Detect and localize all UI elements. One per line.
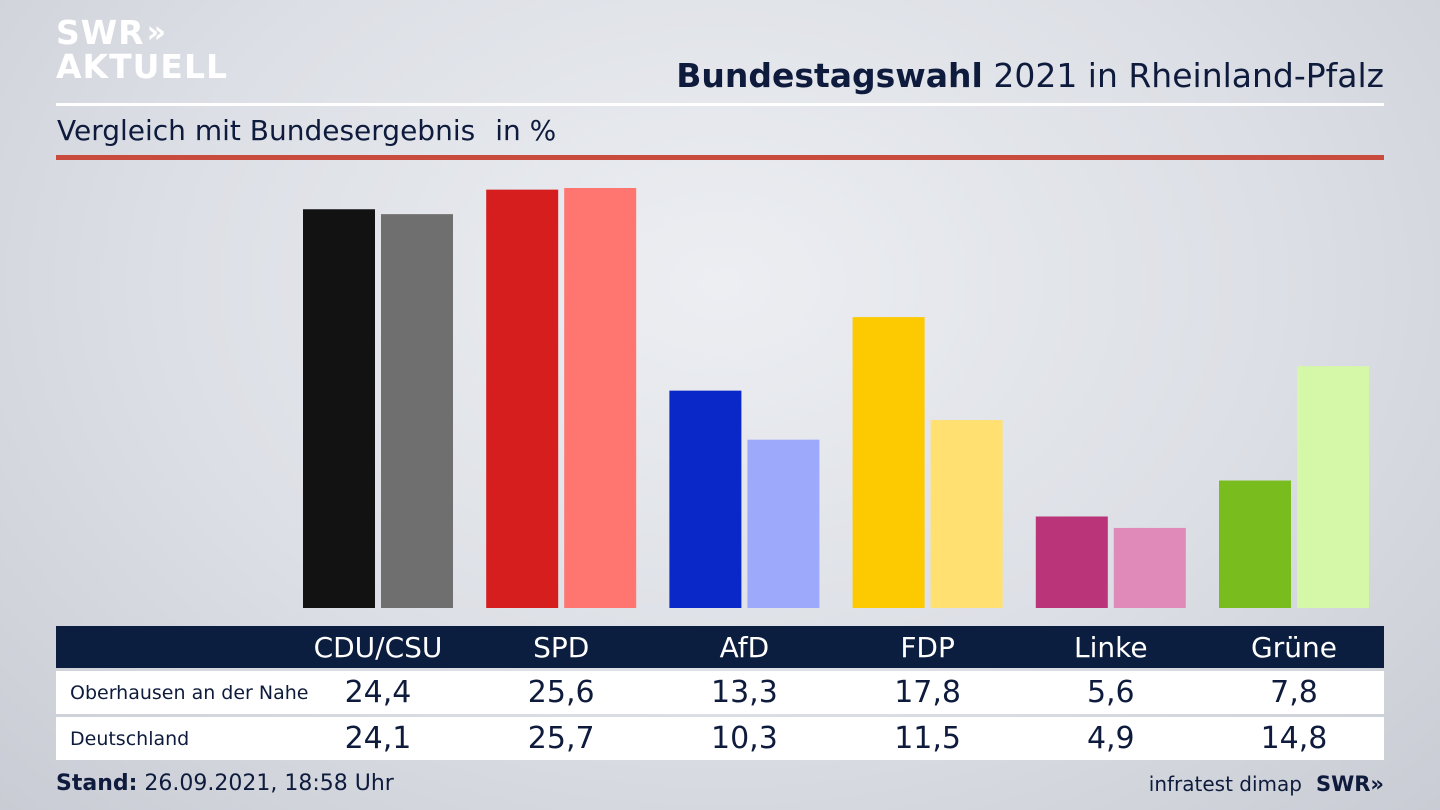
bar-linke-oberhausen xyxy=(1035,516,1108,608)
accent-divider xyxy=(56,155,1384,160)
value-afd: 10,3 xyxy=(710,721,778,756)
value-linke: 4,9 xyxy=(1086,721,1135,756)
value-cdu-csu: 24,4 xyxy=(344,675,412,710)
party-label-cdu-csu: CDU/CSU xyxy=(313,630,443,664)
party-label-gruene: Grüne xyxy=(1251,630,1337,664)
unit-label: in % xyxy=(495,114,557,147)
bar-spd-deutschland xyxy=(564,188,637,608)
party-label-fdp: FDP xyxy=(900,630,955,664)
row-label: Deutschland xyxy=(70,727,190,750)
source-label: infratest dimap xyxy=(1148,772,1302,796)
value-spd: 25,6 xyxy=(527,675,595,710)
bar-afd-deutschland xyxy=(747,439,820,608)
value-afd: 13,3 xyxy=(710,675,778,710)
chart-subtitle: Vergleich mit Bundesergebnis in % xyxy=(57,114,556,147)
bar-linke-deutschland xyxy=(1113,527,1186,608)
bar-gruene-oberhausen xyxy=(1219,480,1291,608)
source-credit: infratest dimap SWR» xyxy=(1149,772,1384,796)
bar-fdp-deutschland xyxy=(930,420,1003,608)
bar-gruene-deutschland xyxy=(1297,366,1369,608)
table-row: Oberhausen an der Nahe 24,4 25,6 13,3 17,8 5… xyxy=(56,671,1384,714)
swr-aktuell-logo: SWR» AKTUELL xyxy=(56,16,228,84)
party-label-spd: SPD xyxy=(533,630,590,664)
bar-fdp-oberhausen xyxy=(852,317,925,608)
bar-cdu-csu-deutschland xyxy=(381,214,453,608)
stand-value: 26.09.2021, 18:58 Uhr xyxy=(137,771,394,796)
party-label-afd: AfD xyxy=(719,630,770,664)
value-fdp: 11,5 xyxy=(894,721,961,756)
stand-label: Stand: xyxy=(56,771,138,796)
table-row: Deutschland 24,1 25,7 10,3 11,5 4,9 14,8 xyxy=(56,717,1384,760)
value-fdp: 17,8 xyxy=(894,675,961,710)
table-header-row: CDU/CSU SPD AfD FDP Linke Grüne xyxy=(56,626,1384,668)
value-gruene: 14,8 xyxy=(1260,721,1328,756)
value-gruene: 7,8 xyxy=(1270,675,1318,710)
value-cdu-csu: 24,1 xyxy=(344,721,412,756)
logo-swr-text: SWR xyxy=(56,13,145,52)
value-linke: 5,6 xyxy=(1086,675,1135,710)
row-label: Oberhausen an der Nahe xyxy=(70,681,309,704)
logo-aktuell-text: AKTUELL xyxy=(56,47,229,86)
timestamp: Stand: 26.09.2021, 18:58 Uhr xyxy=(56,771,394,796)
subtitle-text: Vergleich mit Bundesergebnis xyxy=(57,114,476,147)
bar-cdu-csu-oberhausen xyxy=(303,209,375,609)
value-spd: 25,7 xyxy=(527,721,595,756)
swr-brand-logo: SWR» xyxy=(1315,772,1384,796)
bar-afd-oberhausen xyxy=(669,390,742,608)
header-divider xyxy=(56,103,1384,106)
results-table: CDU/CSU SPD AfD FDP Linke Grüne Oberhausen an… xyxy=(56,626,1384,760)
title-rest: 2021 in Rheinland-Pfalz xyxy=(982,56,1384,95)
bar-spd-oberhausen xyxy=(486,189,559,608)
page-title: Bundestagswahl 2021 in Rheinland-Pfalz xyxy=(676,56,1384,95)
title-bold: Bundestagswahl xyxy=(676,56,983,95)
party-label-linke: Linke xyxy=(1074,630,1148,664)
